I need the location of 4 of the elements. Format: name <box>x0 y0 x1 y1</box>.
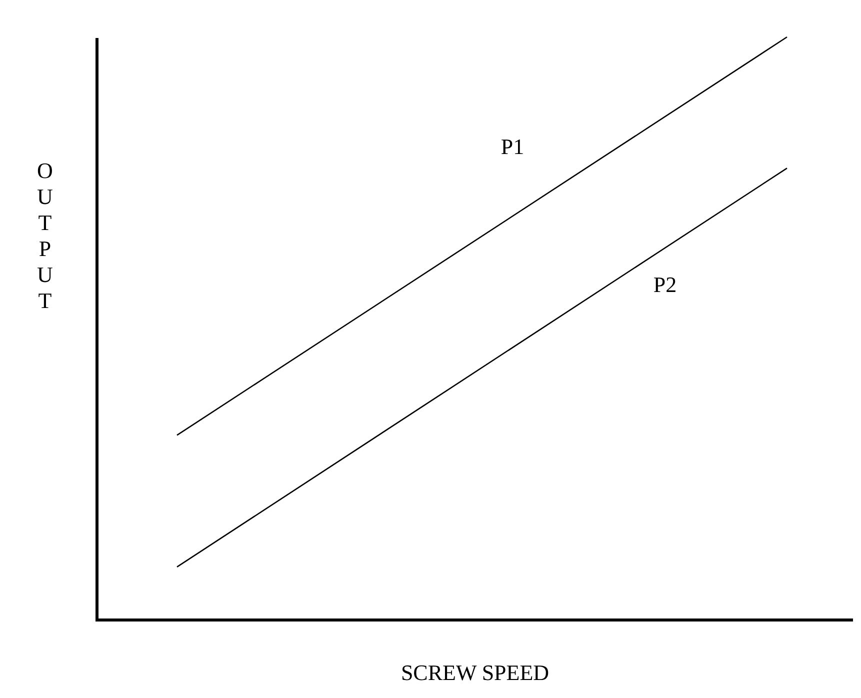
y-axis-title: OUTPUT <box>37 158 54 313</box>
x-axis-title: SCREW SPEED <box>400 660 550 685</box>
series-label: P1 <box>500 134 524 160</box>
series-label: P2 <box>653 272 677 297</box>
